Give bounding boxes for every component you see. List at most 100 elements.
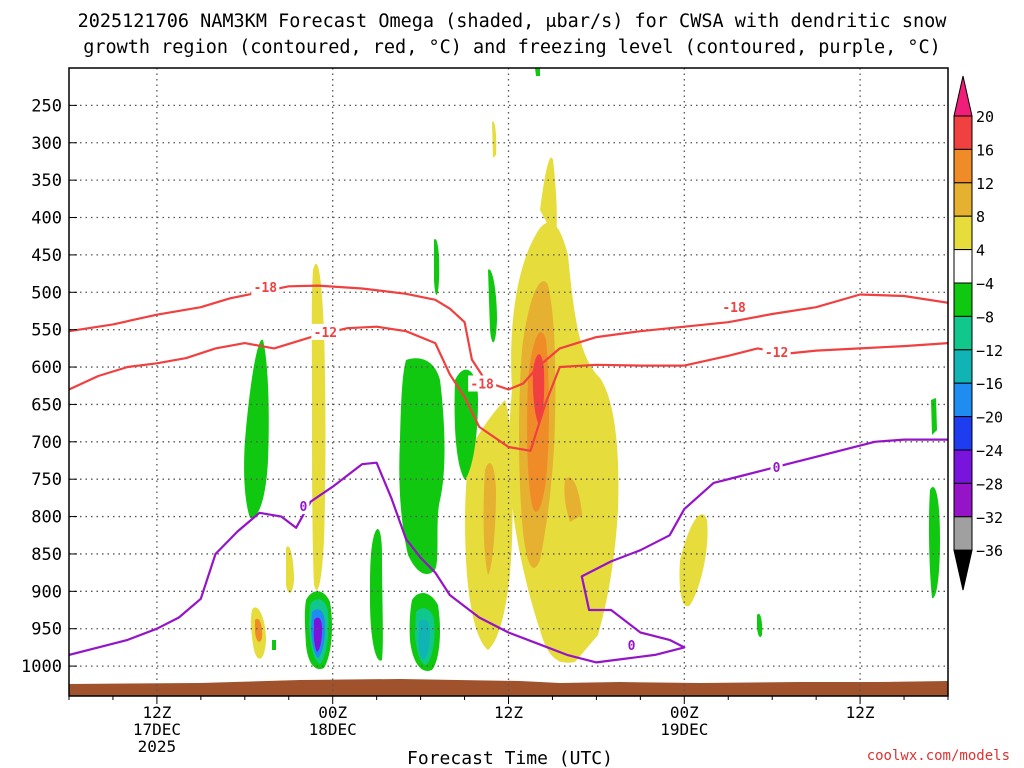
colorbar-label: −8 (976, 308, 994, 326)
omega-downward-region-small (757, 613, 763, 637)
x-tick-label: 00Z (670, 703, 699, 722)
colorbar-over-arrow (953, 75, 973, 117)
contour-lines (69, 284, 948, 664)
y-tick-label: 700 (31, 433, 62, 453)
contour-line-2 (69, 438, 948, 664)
contour-line-1 (69, 325, 948, 452)
colorbar-bin (953, 416, 973, 451)
x-tick-label: 19DEC (660, 720, 708, 739)
omega-downward-region-right-edge2 (931, 398, 937, 435)
grid-lines (69, 68, 948, 696)
colorbar-label: −12 (976, 342, 1003, 360)
colorbar-label: 8 (976, 208, 985, 226)
x-axis-label: Forecast Time (UTC) (407, 748, 613, 768)
omega-upward-16-20 (532, 354, 545, 425)
omega-downward-region-left (244, 339, 269, 519)
omega-upward-12-16-small (255, 618, 263, 642)
colorbar-label: −36 (976, 542, 1003, 560)
omega-downward-region-main (399, 358, 445, 575)
omega-downward-24-28 (313, 617, 322, 652)
colorbar-bin (953, 148, 973, 184)
contour-label-bg (720, 299, 749, 316)
colorbar-label: −28 (976, 475, 1003, 493)
omega-upward-region-tall (311, 263, 326, 590)
y-tick-label: 650 (31, 395, 62, 415)
colorbar-label: 16 (976, 141, 994, 159)
y-tick-label: 900 (31, 582, 62, 602)
colorbar-bin (953, 182, 973, 217)
omega-downward-region-right (454, 369, 478, 480)
contour-line-0 (69, 284, 948, 391)
omega-downward-region-top (535, 68, 540, 76)
colorbar-under-arrow (953, 549, 973, 591)
y-tick-label: 850 (31, 545, 62, 565)
omega-downward-16-20-b (418, 619, 430, 660)
contour-label-bg (770, 459, 783, 476)
contour-label: -18 (254, 281, 278, 296)
omega-downward-region-col1 (370, 528, 383, 661)
contour-label-bg (311, 323, 340, 340)
credit-label: coolwx.com/models (867, 748, 1010, 764)
omega-upward-8-12-b (483, 462, 496, 575)
omega-upward-region-bottom (547, 571, 576, 662)
contour-labels: -18 -18 -18 -12 -12 0 0 0 (251, 279, 791, 654)
contour-label-bg (297, 498, 310, 515)
x-tick-label: 2025 (138, 737, 177, 756)
y-tick-label: 600 (31, 358, 62, 378)
colorbar-bin (953, 315, 973, 351)
colorbar-bin (953, 382, 973, 418)
omega-downward-region-thin1 (434, 239, 440, 295)
x-tick-label: 12Z (846, 703, 875, 722)
omega-shading (244, 68, 940, 671)
y-tick-label: 750 (31, 470, 62, 490)
y-tick-label: 1000 (21, 657, 62, 677)
terrain-ground (69, 679, 948, 696)
colorbar-label: 20 (976, 108, 994, 126)
colorbar-bin (953, 215, 973, 251)
colorbar-label: 12 (976, 175, 994, 193)
y-tick-label: 800 (31, 508, 62, 528)
omega-downward-region-thin2 (488, 269, 497, 343)
contour-label-bg (625, 637, 638, 654)
colorbar-label: −24 (976, 442, 1003, 460)
chart-title-line1: 2025121706 NAM3KM Forecast Omega (shaded… (78, 11, 948, 32)
y-tick-label: 950 (31, 620, 62, 640)
omega-upward-region-small1 (286, 546, 294, 593)
colorbar-bin (953, 449, 973, 484)
colorbar-label: 4 (976, 242, 985, 260)
x-tick-label: 00Z (318, 703, 347, 722)
omega-upward-region-top (492, 121, 497, 158)
y-axis: 250 300 350 400 450 500 550 600 650 700 750 800 850 9… (21, 96, 77, 677)
colorbar: 20 16 12 8 4 −4 −8 −12 −16 −20 −24 −28 −32 −36 (953, 75, 1003, 591)
contour-label-bg (762, 344, 791, 361)
colorbar-label: −32 (976, 509, 1003, 527)
colorbar-bin (953, 115, 973, 150)
contour-label-bg (468, 375, 497, 392)
colorbar-bin (953, 282, 973, 317)
x-tick-label: 12Z (142, 703, 171, 722)
chart-title-line2: growth region (contoured, red, °C) and f… (83, 37, 941, 58)
colorbar-bin (953, 349, 973, 384)
contour-label: 0 (628, 639, 636, 654)
x-tick-label: 18DEC (309, 720, 357, 739)
omega-upward-region-right (679, 514, 708, 607)
x-tick-label: 12Z (494, 703, 523, 722)
colorbar-bin (953, 482, 973, 518)
colorbar-label: −4 (976, 275, 994, 293)
contour-label: -12 (765, 346, 788, 361)
y-tick-label: 450 (31, 246, 62, 266)
omega-upward-region-strip (540, 157, 557, 240)
omega-upward-8-12-c (564, 477, 582, 522)
colorbar-label: −16 (976, 375, 1003, 393)
y-tick-label: 250 (31, 96, 62, 116)
contour-label: -18 (722, 301, 746, 316)
y-tick-label: 350 (31, 171, 62, 191)
x-tick-label: 17DEC (133, 720, 181, 739)
y-tick-label: 400 (31, 209, 62, 229)
omega-downward-region-right-edge (928, 487, 940, 599)
colorbar-label: −20 (976, 409, 1003, 427)
colorbar-bin (953, 516, 973, 551)
contour-label: 0 (299, 500, 307, 515)
